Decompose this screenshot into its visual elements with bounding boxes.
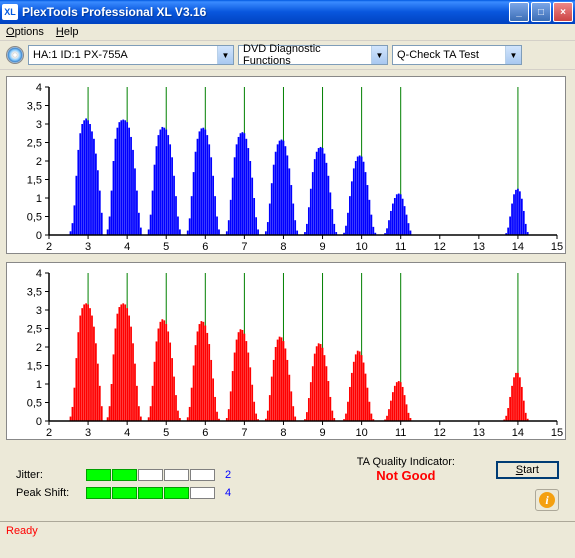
statusbar: Ready bbox=[0, 521, 575, 540]
svg-text:5: 5 bbox=[163, 427, 169, 439]
toolbar: HA:1 ID:1 PX-755A ▼ DVD Diagnostic Funct… bbox=[0, 41, 575, 70]
disc-icon bbox=[6, 46, 24, 64]
svg-text:1,5: 1,5 bbox=[27, 175, 42, 187]
svg-text:11: 11 bbox=[395, 241, 406, 253]
svg-text:2: 2 bbox=[46, 427, 52, 439]
svg-text:14: 14 bbox=[512, 241, 524, 253]
menubar: Options Help bbox=[0, 24, 575, 41]
svg-text:12: 12 bbox=[434, 427, 446, 439]
svg-text:3,5: 3,5 bbox=[27, 101, 42, 113]
svg-text:4: 4 bbox=[124, 241, 130, 253]
svg-text:4: 4 bbox=[124, 427, 130, 439]
function-select[interactable]: DVD Diagnostic Functions ▼ bbox=[238, 45, 388, 65]
svg-text:3: 3 bbox=[85, 241, 91, 253]
bottom-panel: Jitter: 2 Peak Shift: 4 TA Quality Indic… bbox=[6, 448, 569, 515]
test-select-value: Q-Check TA Test bbox=[397, 49, 505, 61]
svg-text:0,5: 0,5 bbox=[27, 212, 42, 224]
svg-text:3: 3 bbox=[85, 427, 91, 439]
chart-area: 00,511,522,533,5423456789101112131415 00… bbox=[0, 70, 575, 521]
svg-text:6: 6 bbox=[202, 427, 208, 439]
svg-text:13: 13 bbox=[473, 427, 485, 439]
test-select[interactable]: Q-Check TA Test ▼ bbox=[392, 45, 522, 65]
svg-text:0,5: 0,5 bbox=[27, 398, 42, 410]
svg-text:7: 7 bbox=[241, 241, 247, 253]
svg-text:5: 5 bbox=[163, 241, 169, 253]
svg-text:4: 4 bbox=[36, 268, 42, 280]
status-text: Ready bbox=[6, 525, 38, 537]
peakshift-label: Peak Shift: bbox=[16, 487, 76, 499]
svg-text:12: 12 bbox=[434, 241, 446, 253]
svg-text:3: 3 bbox=[36, 119, 42, 131]
start-button[interactable]: Start bbox=[496, 461, 559, 479]
svg-text:3,5: 3,5 bbox=[27, 287, 42, 299]
info-icon: i bbox=[539, 492, 555, 508]
drive-select[interactable]: HA:1 ID:1 PX-755A ▼ bbox=[28, 45, 234, 65]
drive-select-value: HA:1 ID:1 PX-755A bbox=[33, 49, 217, 61]
svg-text:8: 8 bbox=[280, 427, 286, 439]
chart-panel-2: 0 0,5 1 1,5 2 2,5 3 3,5 4 2 3 4 5 6 7 8 9 10 11 12 13 14 15 bbox=[6, 262, 566, 440]
minimize-button[interactable]: _ bbox=[509, 2, 529, 22]
svg-text:14: 14 bbox=[512, 427, 524, 439]
svg-text:10: 10 bbox=[355, 241, 367, 253]
svg-text:15: 15 bbox=[551, 427, 563, 439]
chart-panel-1: 0 0,5 1 1,5 2 2,5 3 3,5 4 2 3 4 5 6 7 8 9 10 11 12 13 14 15 bbox=[6, 76, 566, 254]
chevron-down-icon: ▼ bbox=[371, 46, 387, 64]
chart-2: 0 0,5 1 1,5 2 2,5 3 3,5 4 2 3 4 5 6 7 8 9 10 11 12 13 14 15 bbox=[7, 263, 567, 439]
jitter-meter bbox=[86, 469, 215, 481]
jitter-label: Jitter: bbox=[16, 469, 76, 481]
maximize-button[interactable]: □ bbox=[531, 2, 551, 22]
svg-text:6: 6 bbox=[202, 241, 208, 253]
chevron-down-icon: ▼ bbox=[505, 46, 521, 64]
peakshift-value: 4 bbox=[225, 487, 245, 499]
chart-1: 0 0,5 1 1,5 2 2,5 3 3,5 4 2 3 4 5 6 7 8 9 10 11 12 13 14 15 bbox=[7, 77, 567, 253]
svg-text:0: 0 bbox=[36, 416, 42, 428]
info-button[interactable]: i bbox=[535, 489, 559, 511]
svg-text:13: 13 bbox=[473, 241, 485, 253]
svg-text:2,5: 2,5 bbox=[27, 138, 42, 150]
jitter-row: Jitter: 2 bbox=[16, 469, 326, 481]
chevron-down-icon: ▼ bbox=[217, 46, 233, 64]
svg-text:1: 1 bbox=[36, 193, 42, 205]
jitter-value: 2 bbox=[225, 469, 245, 481]
svg-text:11: 11 bbox=[395, 427, 406, 439]
svg-text:2,5: 2,5 bbox=[27, 324, 42, 336]
svg-text:10: 10 bbox=[355, 427, 367, 439]
svg-text:15: 15 bbox=[551, 241, 563, 253]
svg-text:3: 3 bbox=[36, 305, 42, 317]
window-title: PlexTools Professional XL V3.16 bbox=[22, 5, 509, 19]
svg-text:2: 2 bbox=[36, 156, 42, 168]
app-icon: XL bbox=[2, 4, 18, 20]
svg-text:1,5: 1,5 bbox=[27, 361, 42, 373]
svg-text:7: 7 bbox=[241, 427, 247, 439]
svg-text:4: 4 bbox=[36, 82, 42, 94]
titlebar: XL PlexTools Professional XL V3.16 _ □ × bbox=[0, 0, 575, 24]
svg-text:9: 9 bbox=[319, 427, 325, 439]
svg-text:0: 0 bbox=[36, 230, 42, 242]
svg-text:2: 2 bbox=[46, 241, 52, 253]
svg-text:2: 2 bbox=[36, 342, 42, 354]
close-button[interactable]: × bbox=[553, 2, 573, 22]
peakshift-meter bbox=[86, 487, 215, 499]
svg-text:1: 1 bbox=[36, 379, 42, 391]
function-select-value: DVD Diagnostic Functions bbox=[243, 43, 371, 67]
peakshift-row: Peak Shift: 4 bbox=[16, 487, 326, 499]
quality-label: TA Quality Indicator: bbox=[336, 456, 476, 468]
svg-text:9: 9 bbox=[319, 241, 325, 253]
menu-options[interactable]: Options bbox=[6, 26, 44, 38]
svg-text:8: 8 bbox=[280, 241, 286, 253]
menu-help[interactable]: Help bbox=[56, 26, 79, 38]
window-controls: _ □ × bbox=[509, 2, 573, 22]
quality-value: Not Good bbox=[336, 468, 476, 483]
